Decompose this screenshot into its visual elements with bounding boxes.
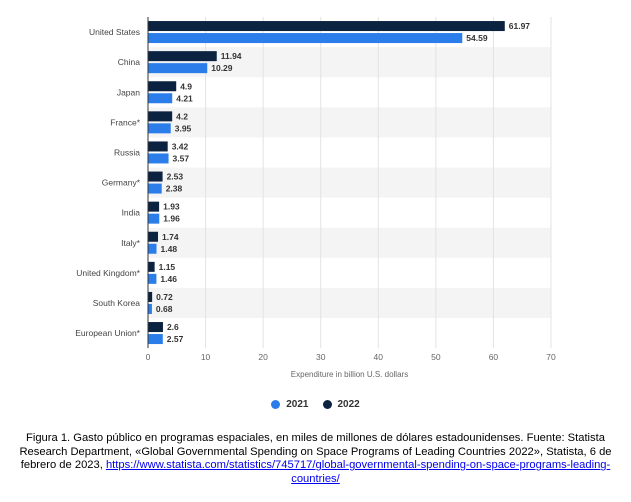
bar-2022[interactable] <box>148 141 168 152</box>
data-label-2022: 0.72 <box>156 292 173 302</box>
bar-chart: 61.97 54.59 11.94 10.29 4.9 4.21 4.2 3.95 3.42 3.… <box>75 17 556 379</box>
data-label-2022: 1.74 <box>162 232 179 242</box>
bar-2022[interactable] <box>148 201 160 212</box>
category-label: Japan <box>117 87 140 97</box>
legend-label-2022: 2022 <box>337 398 360 410</box>
bar-2021[interactable] <box>148 273 157 284</box>
data-label-2022: 4.9 <box>180 81 192 91</box>
data-label-2021: 1.96 <box>163 214 180 224</box>
data-label-2022: 3.42 <box>172 141 189 151</box>
bar-2021[interactable] <box>148 213 160 224</box>
x-tick-label: 30 <box>316 352 326 362</box>
bar-2022[interactable] <box>148 21 505 32</box>
data-label-2022: 2.6 <box>167 322 179 332</box>
bars: 61.97 54.59 11.94 10.29 4.9 4.21 4.2 3.95 3.42 3.… <box>148 21 531 345</box>
row-band <box>148 287 551 318</box>
row-band <box>148 167 551 198</box>
data-label-2022: 61.97 <box>509 21 531 31</box>
legend-marker-2022 <box>322 399 332 409</box>
data-label-2021: 1.48 <box>161 244 178 254</box>
bar-2021[interactable] <box>148 63 208 74</box>
data-label-2021: 1.46 <box>160 274 177 284</box>
data-label-2021: 0.68 <box>156 304 173 314</box>
legend-label-2021: 2021 <box>286 398 309 410</box>
category-label: Germany* <box>102 178 141 188</box>
bar-2021[interactable] <box>148 183 162 194</box>
bar-2021[interactable] <box>148 123 171 134</box>
data-label-2021: 2.57 <box>167 334 184 344</box>
source-link[interactable]: https://www.statista.com/statistics/7457… <box>105 459 611 485</box>
bar-2022[interactable] <box>148 231 159 242</box>
bar-2022[interactable] <box>148 111 173 122</box>
category-labels: United States China Japan France* Russia Germ… <box>75 27 140 338</box>
x-axis-label: Expenditure in billion U.S. dollars <box>291 370 408 379</box>
data-label-2021: 54.59 <box>466 33 488 43</box>
data-label-2022: 1.93 <box>163 202 180 212</box>
bar-2022[interactable] <box>148 261 155 272</box>
category-label: Russia <box>114 147 140 157</box>
x-tick-label: 20 <box>258 352 268 362</box>
bar-2022[interactable] <box>148 322 163 333</box>
x-tick-label: 50 <box>431 352 441 362</box>
data-label-2022: 2.53 <box>167 172 184 182</box>
bar-2021[interactable] <box>148 93 173 104</box>
data-label-2021: 10.29 <box>211 63 233 73</box>
category-label: United States <box>89 27 140 37</box>
bar-2021[interactable] <box>148 243 157 254</box>
legend: 2021 2022 <box>0 396 631 412</box>
data-label-2021: 3.95 <box>175 123 192 133</box>
category-label: Italy* <box>121 238 141 248</box>
data-label-2022: 11.94 <box>221 51 242 61</box>
x-tick-labels: 0 10 20 30 40 50 60 70 <box>146 352 556 362</box>
data-label-2021: 4.21 <box>176 93 193 103</box>
row-band <box>148 107 551 138</box>
category-label: France* <box>110 117 140 127</box>
data-label-2021: 3.57 <box>173 153 190 163</box>
bar-2021[interactable] <box>148 303 152 314</box>
row-bands <box>148 47 551 318</box>
bar-2021[interactable] <box>148 33 463 44</box>
category-label: European Union* <box>75 328 140 338</box>
bar-2022[interactable] <box>148 51 217 62</box>
legend-item-2021[interactable]: 2021 <box>271 398 309 410</box>
bar-2021[interactable] <box>148 334 163 345</box>
caption-text: Figura 1. Gasto público en programas esp… <box>19 432 612 472</box>
category-label: China <box>118 57 140 67</box>
data-label-2021: 2.38 <box>166 184 183 194</box>
x-tick-label: 70 <box>546 352 556 362</box>
bar-2022[interactable] <box>148 171 163 182</box>
figure-caption: Figura 1. Gasto público en programas esp… <box>8 432 623 486</box>
x-tick-label: 60 <box>489 352 499 362</box>
bar-2021[interactable] <box>148 153 169 164</box>
x-tick-label: 0 <box>146 352 151 362</box>
category-label: United Kingdom* <box>76 268 140 278</box>
x-tick-label: 40 <box>374 352 384 362</box>
bar-2022[interactable] <box>148 81 177 92</box>
x-tick-label: 10 <box>201 352 211 362</box>
data-label-2022: 1.15 <box>159 262 176 272</box>
category-label: India <box>122 208 141 218</box>
category-label: South Korea <box>93 298 141 308</box>
data-label-2022: 4.2 <box>176 111 188 121</box>
bar-2022[interactable] <box>148 291 153 302</box>
legend-marker-2021 <box>271 399 281 409</box>
row-band <box>148 227 551 258</box>
legend-item-2022[interactable]: 2022 <box>322 398 360 410</box>
